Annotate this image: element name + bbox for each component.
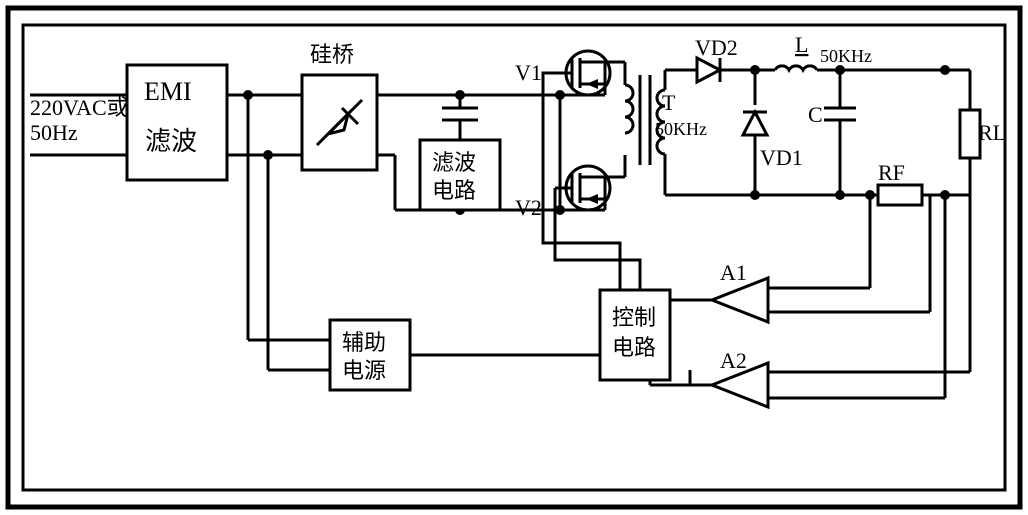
node-vd1-bot [750, 190, 760, 200]
aux-label-1: 辅助 [342, 330, 386, 355]
vd1-diode-icon [743, 112, 767, 135]
ctrl-label-2: 电路 [612, 335, 656, 360]
t-freq-label: 50KHz [655, 119, 707, 139]
filter-label-1: 滤波 [432, 150, 476, 175]
rl-resistor-icon [960, 110, 980, 158]
ctrl-label-1: 控制 [612, 305, 656, 330]
vd2-label: VD2 [695, 35, 738, 60]
inductor-icon [775, 66, 817, 70]
v2-label: V2 [515, 195, 542, 220]
filter-label-2: 电路 [432, 178, 476, 203]
input-freq-label: 50Hz [30, 120, 78, 145]
t-label: T [662, 90, 676, 115]
vd1-label: VD1 [760, 145, 803, 170]
mosfet-v1-icon [555, 51, 610, 95]
bridge-title: 硅桥 [310, 42, 354, 67]
mosfet-v2-icon [555, 166, 610, 210]
emi-label-2: 滤波 [145, 127, 197, 156]
c-label: C [808, 102, 823, 127]
node-out-top [940, 65, 950, 75]
aux-label-2: 电源 [342, 358, 386, 383]
rl-label: RL [978, 120, 1006, 145]
l-label: L [795, 32, 808, 57]
rf-resistor-icon [878, 185, 922, 205]
vd2-diode-icon [697, 58, 720, 82]
a2-label: A2 [720, 348, 747, 373]
emi-label-1: EMI [144, 77, 192, 106]
node-c-bot [835, 190, 845, 200]
l-freq-label: 50KHz [820, 46, 872, 66]
rf-label: RF [878, 160, 905, 185]
a1-label: A1 [720, 260, 747, 285]
v1-label: V1 [515, 60, 542, 85]
